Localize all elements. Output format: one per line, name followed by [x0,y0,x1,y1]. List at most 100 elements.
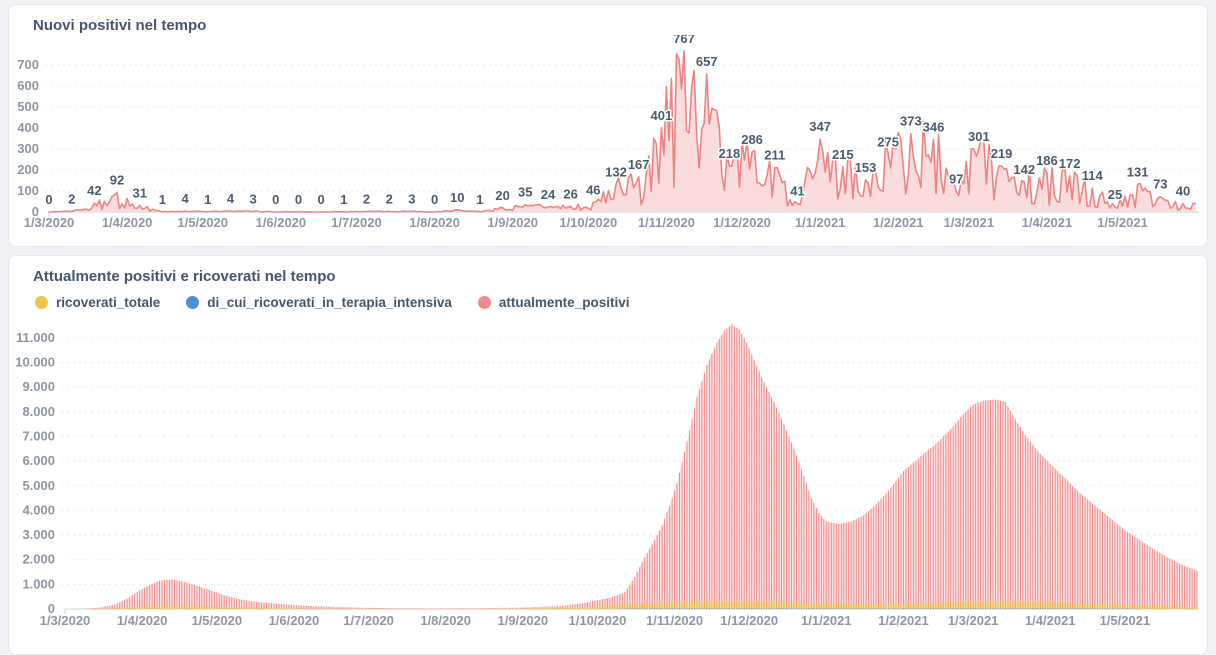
data-label: 2 [68,192,75,207]
x-axis-tick-label: 1/1/2021 [795,215,846,230]
data-label: 301 [968,129,990,144]
data-label: 167 [628,157,650,172]
y-axis-tick-label: 200 [17,162,39,177]
legend-dot-attualmente-positivi [477,296,491,309]
data-label: 20 [495,188,509,203]
covid-dashboard: { "page": {"background": "#f1f2f5", "car… [8,4,1208,655]
legend-label: ricoverati_totale [56,295,161,310]
x-axis-tick-label: 1/2/2021 [873,215,924,230]
x-axis-tick-label: 1/3/2020 [40,613,91,628]
data-label: 275 [877,134,899,149]
x-axis-tick-label: 1/10/2020 [569,613,627,628]
y-axis-tick-label: 0 [48,601,55,616]
legend-dot-terapia-intensiva [186,296,200,309]
data-label: 131 [1127,164,1149,179]
data-label: 46 [586,182,600,197]
data-label: 1 [204,192,211,207]
chart-legend: ricoverati_totale di_cui_ricoverati_in_t… [9,286,1207,310]
data-label: 219 [991,146,1013,161]
y-axis-tick-label: 100 [17,183,39,198]
x-axis-tick-label: 1/4/2021 [1025,613,1076,628]
attualmente-positivi-bar-chart[interactable]: 0 1.000 2.000 3.000 4.000 5.000 6.000 7.000 8.00… [9,310,1207,642]
legend-label: attualmente_positivi [498,295,630,310]
data-label: 10 [450,190,464,205]
y-axis-tick-label: 300 [17,141,39,156]
y-axis-tick-label: 500 [17,99,39,114]
data-label: 114 [1082,168,1104,183]
data-label: 401 [651,108,673,123]
data-label: 153 [855,160,877,175]
data-label: 40 [1176,184,1190,199]
x-axis-tick-label: 1/7/2020 [343,613,394,628]
data-label: 92 [110,173,124,188]
x-axis-tick-label: 1/3/2021 [948,613,999,628]
chart-title-nuovi-positivi: Nuovi positivi nel tempo [33,17,207,34]
data-label: 172 [1059,156,1081,171]
data-label: 132 [605,164,627,179]
line-nuovi-positivi [48,50,1197,213]
x-axis-tick-label: 1/5/2020 [177,215,228,230]
data-label: 218 [719,146,741,161]
x-axis-tick-label: 1/5/2021 [1097,215,1148,230]
y-axis-tick-label: 700 [17,57,39,72]
legend-item-attualmente-positivi[interactable]: attualmente_positivi [477,295,630,310]
chart-card-nuovi-positivi: Nuovi positivi nel tempo 0 100 200 300 400 50… [8,4,1208,247]
y-axis-tick-label: 8.000 [22,404,55,419]
x-axis-tick-label: 1/6/2020 [256,215,307,230]
legend-dot-ricoverati-totale [35,296,48,309]
data-label: 215 [832,147,854,162]
y-axis-tick-label: 1.000 [22,576,55,591]
data-label: 3 [250,191,257,206]
data-label: 3 [408,191,415,206]
chart-card-attualmente-positivi: Attualmente positivi e ricoverati nel te… [8,255,1208,655]
data-label: 24 [541,187,556,202]
x-axis-tick-label: 1/9/2020 [497,613,548,628]
x-axis-tick-label: 1/4/2021 [1022,215,1073,230]
data-label: 0 [295,192,302,207]
data-label: 1 [476,192,483,207]
y-axis-tick-label: 600 [17,78,39,93]
y-axis-tick-label: 400 [17,120,39,135]
bars-di_cui_ricoverati_in_terapia_intensiva [619,608,1138,609]
data-label: 31 [132,185,146,200]
x-axis-tick-label: 1/8/2020 [409,215,460,230]
x-axis-tick-label: 1/8/2020 [420,613,471,628]
legend-item-terapia-intensiva[interactable]: di_cui_ricoverati_in_terapia_intensiva [186,295,452,310]
y-axis-tick-label: 3.000 [22,527,55,542]
data-label: 4 [181,191,189,206]
y-axis-tick-label: 5.000 [22,478,55,493]
legend-label: di_cui_ricoverati_in_terapia_intensiva [207,295,452,310]
data-label: 4 [227,191,235,206]
chart-title-attualmente-positivi: Attualmente positivi e ricoverati nel te… [33,268,336,285]
y-axis-tick-label: 4.000 [22,502,55,517]
data-label: 286 [741,132,763,147]
x-axis-tick-label: 1/6/2020 [269,613,320,628]
data-label: 767 [673,35,695,46]
data-label: 97 [949,172,963,187]
legend-item-ricoverati-totale[interactable]: ricoverati_totale [35,295,160,310]
bars-attualmente_positivi [86,324,1198,609]
y-axis-tick-label: 2.000 [22,552,55,567]
data-label: 1 [340,192,347,207]
data-label: 35 [518,185,532,200]
data-label: 42 [87,183,101,198]
data-label: 41 [790,183,804,198]
data-label: 657 [696,54,718,69]
x-axis-tick-label: 1/10/2020 [559,215,617,230]
x-axis-tick-label: 1/1/2021 [801,613,852,628]
data-label: 25 [1108,187,1122,202]
data-label: 26 [563,187,577,202]
data-label: 0 [318,192,325,207]
data-label: 2 [386,192,393,207]
x-axis-tick-label: 1/9/2020 [487,215,538,230]
data-label: 2 [363,192,370,207]
data-label: 0 [272,192,279,207]
y-axis-tick-label: 0 [32,204,39,219]
x-axis-tick-label: 1/2/2021 [878,613,929,628]
y-axis-tick-label: 10.000 [15,355,55,370]
y-axis-tick-label: 11.000 [16,330,55,345]
y-axis-tick-label: 7.000 [22,429,55,444]
x-axis-tick-label: 1/4/2020 [102,215,153,230]
bar-envelope-ricoverati_totale [65,601,1197,609]
